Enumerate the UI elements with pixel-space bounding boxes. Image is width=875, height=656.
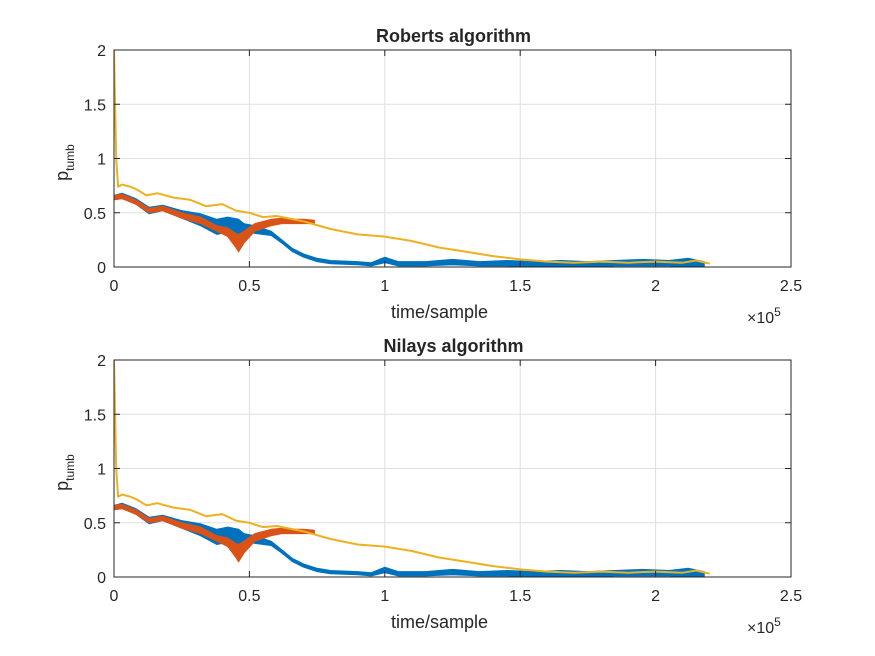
y-tick-label: 1 (97, 462, 106, 479)
x-axis-exponent-base: ×10 (747, 310, 774, 327)
chart-title: Roberts algorithm (376, 26, 531, 46)
y-axis-label-base: p (52, 481, 72, 491)
y-axis-label-base: p (52, 171, 72, 181)
y-tick-label: 0.5 (84, 206, 106, 223)
chart-nilays-algorithm: 0 0.5 1 1.5 2 2.5 0 0.5 1 1.5 2 Nilays algorithm tim… (52, 336, 802, 637)
x-tick-label: 2.5 (780, 278, 802, 295)
x-axis-exponent-power: 5 (774, 305, 781, 319)
x-tick-label: 2 (651, 588, 660, 605)
y-tick-label: 0 (97, 570, 106, 587)
y-tick-label: 1.5 (84, 97, 106, 114)
x-axis-label: time/sample (391, 612, 488, 632)
x-axis-exponent-base: ×10 (747, 620, 774, 637)
y-tick-label: 2 (97, 43, 106, 60)
y-axis-label: ptumb (52, 144, 77, 181)
x-tick-label: 2.5 (780, 588, 802, 605)
x-axis-exponent: ×105 (747, 615, 781, 637)
y-axis-label: ptumb (52, 454, 77, 491)
x-tick-label: 0.5 (238, 278, 260, 295)
y-tick-label: 1.5 (84, 407, 106, 424)
x-axis-exponent: ×105 (747, 305, 781, 327)
x-tick-label: 1.5 (509, 588, 531, 605)
y-axis-label-subscript: tumb (63, 144, 77, 171)
x-tick-label: 1 (380, 588, 389, 605)
chart-title: Nilays algorithm (383, 336, 523, 356)
series-group (114, 360, 711, 577)
chart-roberts-algorithm: 0 0.5 1 1.5 2 2.5 0 0.5 1 1.5 2 Roberts algorithm ti… (52, 26, 802, 327)
series-3-line (114, 50, 711, 265)
x-tick-label: 0 (110, 588, 119, 605)
x-tick-label: 2 (651, 278, 660, 295)
x-axis-exponent-power: 5 (774, 615, 781, 629)
x-axis-label: time/sample (391, 302, 488, 322)
y-tick-label: 1 (97, 152, 106, 169)
x-tick-label: 0 (110, 278, 119, 295)
y-tick-label: 0 (97, 260, 106, 277)
series-group (114, 50, 711, 267)
y-axis-label-subscript: tumb (63, 454, 77, 481)
x-tick-label: 1 (380, 278, 389, 295)
y-tick-label: 2 (97, 353, 106, 370)
x-tick-label: 1.5 (509, 278, 531, 295)
series-3-line (114, 360, 711, 575)
y-tick-label: 0.5 (84, 516, 106, 533)
x-tick-label: 0.5 (238, 588, 260, 605)
